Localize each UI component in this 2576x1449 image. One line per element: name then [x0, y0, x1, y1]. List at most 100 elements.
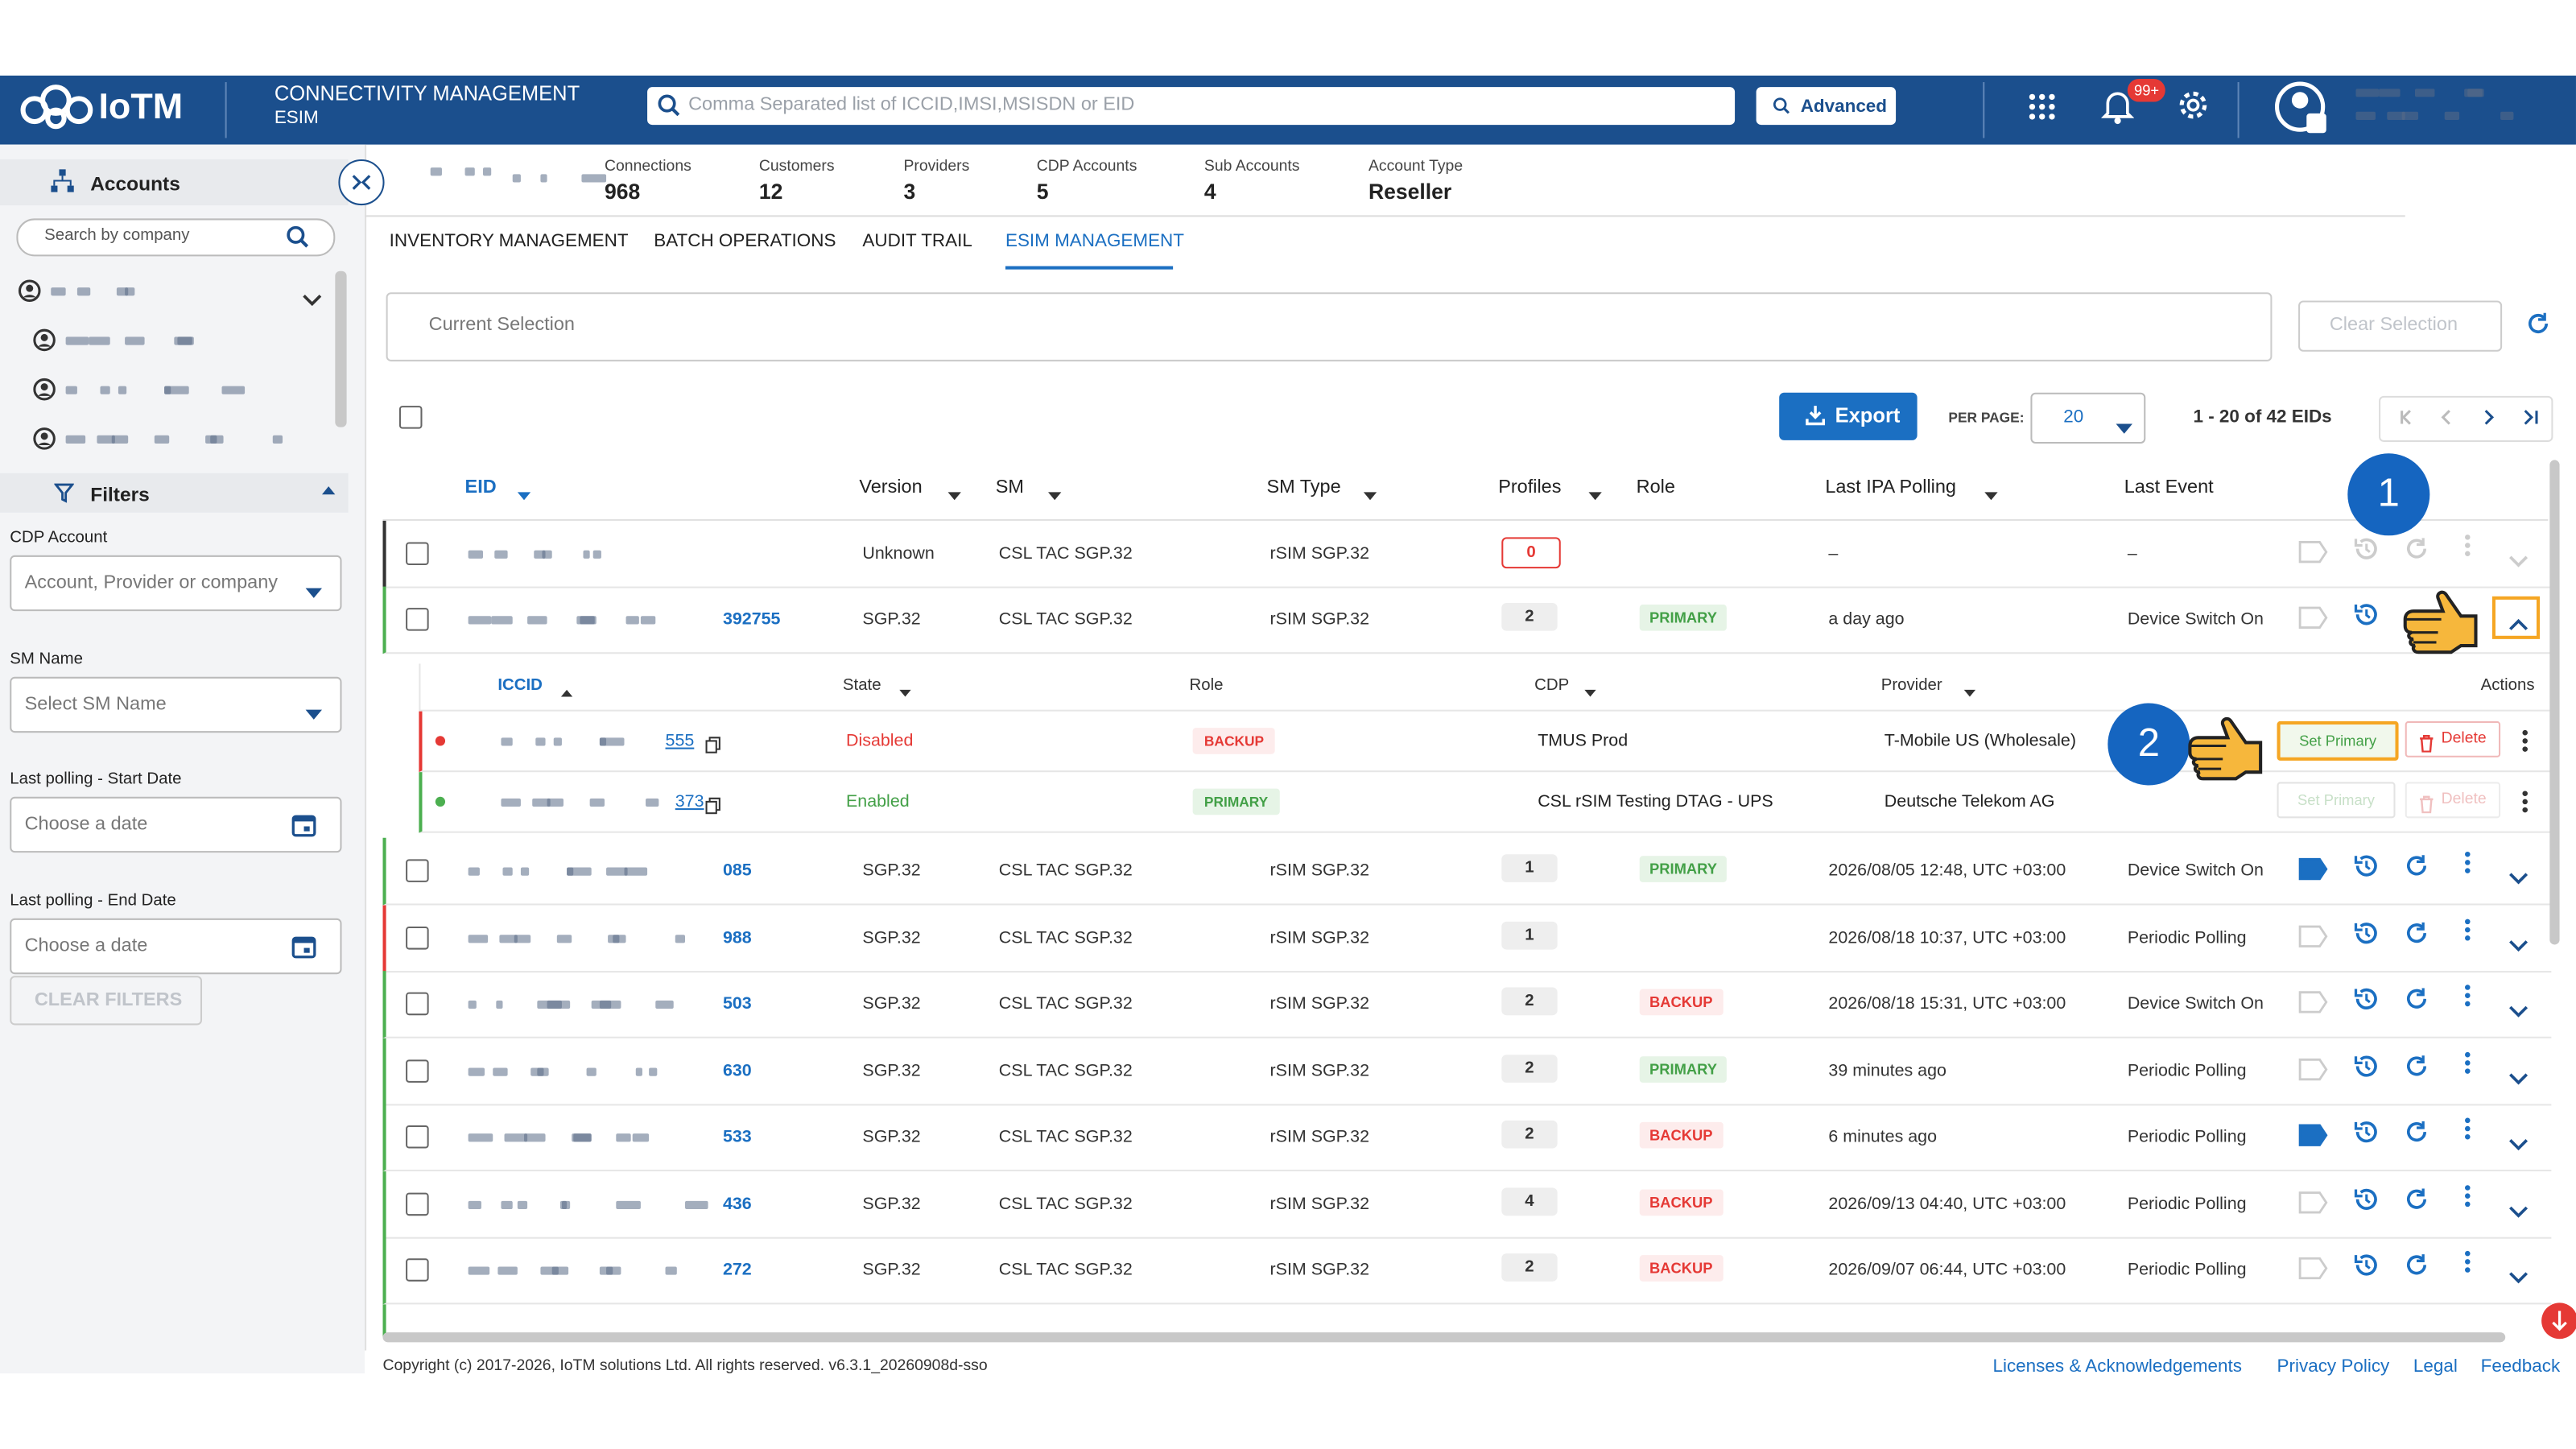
expand-icon[interactable]: [2508, 547, 2529, 577]
eid[interactable]: 533: [722, 1126, 752, 1147]
refresh-icon[interactable]: [2404, 1053, 2430, 1088]
refresh-icon[interactable]: [2404, 535, 2430, 570]
tab[interactable]: INVENTORY MANAGEMENT: [389, 231, 629, 252]
bell-icon[interactable]: [2100, 89, 2135, 133]
per-page-select[interactable]: 20: [2030, 392, 2146, 444]
delete-button[interactable]: Delete: [2405, 720, 2501, 758]
tab[interactable]: AUDIT TRAIL: [862, 231, 972, 252]
account-item[interactable]: [33, 378, 56, 409]
page-nav[interactable]: [2433, 406, 2456, 437]
filter-input[interactable]: Account, Provider or company: [10, 555, 342, 612]
expand-icon[interactable]: [2508, 1064, 2529, 1094]
avatar[interactable]: [2273, 80, 2332, 148]
row-checkbox[interactable]: [406, 859, 429, 882]
tag-icon[interactable]: [2298, 606, 2328, 638]
global-search[interactable]: Comma Separated list of ICCID,IMSI,MSISD…: [647, 87, 1736, 126]
set-primary-button[interactable]: Set Primary: [2277, 782, 2396, 819]
tag-icon[interactable]: [2298, 1191, 2328, 1223]
more-icon[interactable]: [2464, 984, 2471, 1015]
tag-icon[interactable]: [2298, 1257, 2328, 1288]
filter-input[interactable]: Choose a date: [10, 796, 342, 853]
copy-icon[interactable]: [705, 794, 721, 824]
footer-link[interactable]: Legal: [2413, 1356, 2458, 1377]
refresh-icon[interactable]: [2404, 852, 2430, 887]
column-header[interactable]: Profiles: [1498, 477, 1562, 498]
page-nav[interactable]: [2519, 406, 2542, 437]
column-header[interactable]: Version: [859, 477, 923, 498]
expand-icon[interactable]: [2508, 997, 2529, 1027]
eid[interactable]: 630: [722, 1061, 752, 1081]
more-icon[interactable]: [2464, 534, 2471, 565]
row-checkbox[interactable]: [406, 608, 429, 631]
tag-icon[interactable]: [2298, 925, 2328, 956]
expand-icon[interactable]: [2508, 609, 2529, 639]
footer-link[interactable]: Feedback: [2480, 1356, 2561, 1377]
eid[interactable]: 988: [722, 928, 752, 948]
row-checkbox[interactable]: [406, 992, 429, 1016]
history-icon[interactable]: [2352, 601, 2379, 636]
set-primary-button[interactable]: Set Primary: [2277, 720, 2399, 761]
expand-icon[interactable]: [2508, 1198, 2529, 1228]
clear-selection-button[interactable]: Clear Selection: [2298, 300, 2503, 352]
refresh-icon[interactable]: [2404, 1252, 2430, 1286]
refresh-icon[interactable]: [2404, 1119, 2430, 1154]
advanced-button[interactable]: Advanced: [1756, 87, 1897, 126]
eid[interactable]: 392755: [722, 609, 781, 630]
refresh-icon[interactable]: [2404, 920, 2430, 955]
footer-link[interactable]: Licenses & Acknowledgements: [1992, 1356, 2242, 1377]
more-icon[interactable]: [2464, 1184, 2471, 1216]
account-item[interactable]: [18, 279, 41, 311]
more-icon[interactable]: [2464, 1051, 2471, 1083]
eid[interactable]: 085: [722, 861, 752, 881]
export-button[interactable]: Export: [1779, 392, 1918, 440]
iccid[interactable]: 555: [665, 731, 695, 751]
row-checkbox[interactable]: [406, 1125, 429, 1149]
more-icon[interactable]: [2464, 1250, 2471, 1282]
tag-icon[interactable]: [2298, 991, 2328, 1022]
column-header[interactable]: Last IPA Polling: [1825, 477, 1956, 498]
collapse-button[interactable]: [338, 159, 385, 206]
more-icon[interactable]: [2464, 1117, 2471, 1149]
eid[interactable]: 503: [722, 993, 752, 1014]
row-checkbox[interactable]: [406, 1059, 429, 1083]
history-icon[interactable]: [2352, 1053, 2379, 1088]
row-checkbox[interactable]: [406, 1192, 429, 1216]
more-icon[interactable]: [2522, 791, 2529, 822]
page-nav[interactable]: [2475, 406, 2499, 437]
copy-icon[interactable]: [705, 733, 721, 762]
history-icon[interactable]: [2352, 1119, 2379, 1154]
account-item[interactable]: [33, 427, 56, 459]
eid[interactable]: 436: [722, 1194, 752, 1215]
refresh-button[interactable]: [2525, 311, 2552, 345]
page-nav[interactable]: [2390, 406, 2413, 437]
more-icon[interactable]: [2464, 851, 2471, 882]
expand-icon[interactable]: [2508, 931, 2529, 961]
history-icon[interactable]: [2352, 852, 2379, 887]
expand-icon[interactable]: [2508, 1130, 2529, 1160]
footer-link[interactable]: Privacy Policy: [2277, 1356, 2390, 1377]
company-search[interactable]: Search by company: [16, 218, 336, 257]
filter-input[interactable]: Choose a date: [10, 917, 342, 974]
column-header[interactable]: Role: [1636, 477, 1675, 498]
column-header[interactable]: SM: [995, 477, 1024, 498]
tag-icon[interactable]: [2298, 540, 2328, 572]
more-icon[interactable]: [2464, 919, 2471, 950]
delete-button[interactable]: Delete: [2405, 782, 2501, 819]
apps-icon[interactable]: [2027, 92, 2057, 130]
tab[interactable]: BATCH OPERATIONS: [654, 231, 836, 252]
expand-icon[interactable]: [2508, 864, 2529, 894]
eid[interactable]: 272: [722, 1260, 752, 1280]
tag-icon[interactable]: [2298, 1124, 2328, 1155]
more-icon[interactable]: [2522, 729, 2529, 761]
row-checkbox[interactable]: [406, 927, 429, 950]
history-icon[interactable]: [2352, 1252, 2379, 1286]
column-header[interactable]: SM Type: [1266, 477, 1341, 498]
tab[interactable]: ESIM MANAGEMENT: [1005, 231, 1185, 252]
history-icon[interactable]: [2352, 985, 2379, 1020]
column-header[interactable]: Last Event: [2124, 477, 2214, 498]
row-checkbox[interactable]: [406, 542, 429, 566]
clear-filters-button[interactable]: CLEAR FILTERS: [10, 976, 203, 1026]
account-item[interactable]: [33, 328, 56, 360]
scroll-down-button[interactable]: [2541, 1302, 2576, 1340]
settings-icon[interactable]: [2177, 89, 2210, 130]
